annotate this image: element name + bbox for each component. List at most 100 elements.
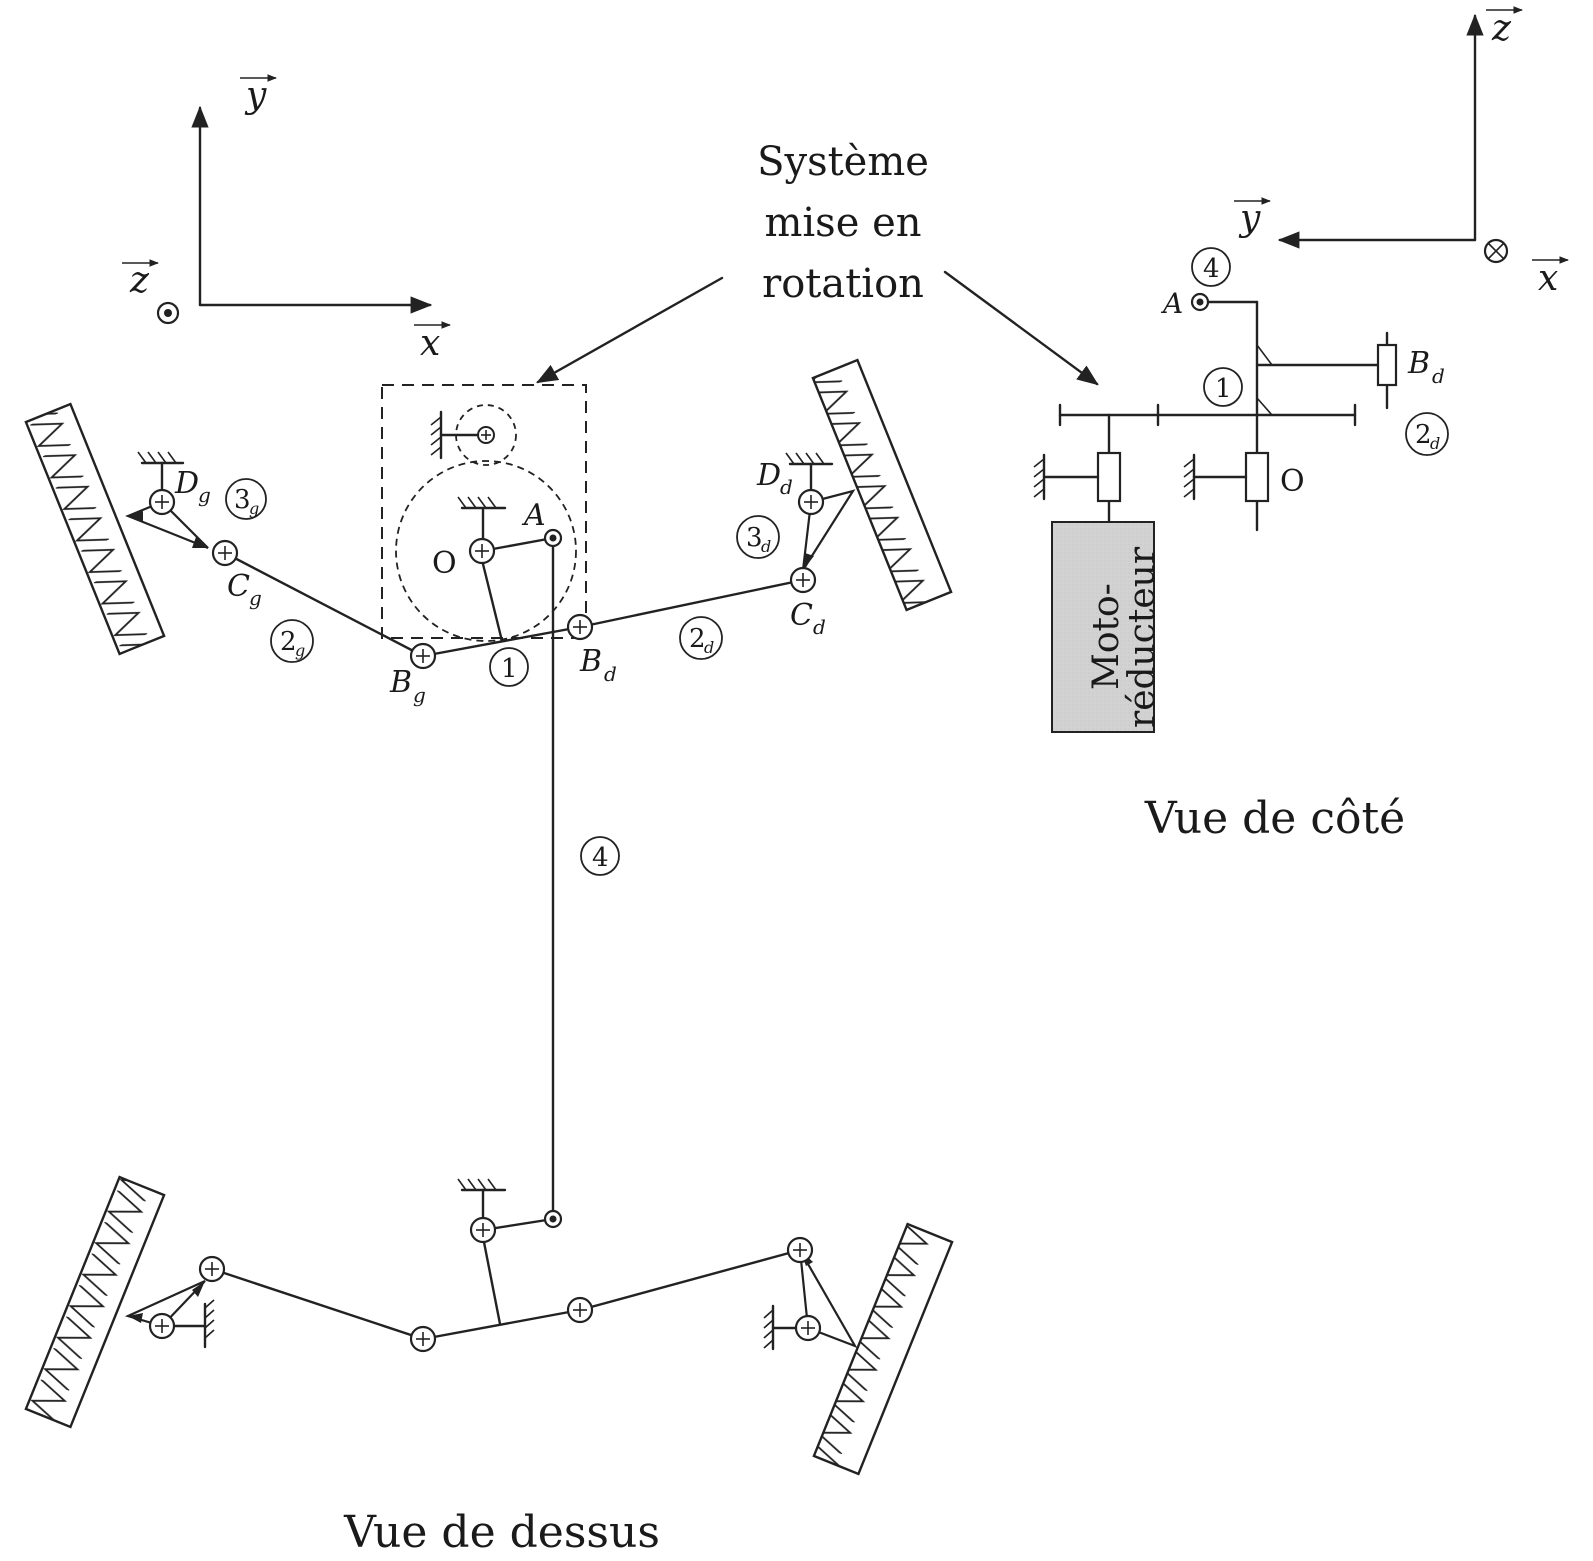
- svg-text:B: B: [579, 644, 602, 679]
- pointer-arrow-left: [536, 276, 724, 384]
- svg-text:g: g: [198, 483, 211, 507]
- svg-text:d: d: [813, 615, 826, 639]
- svg-text:O: O: [432, 546, 457, 581]
- svg-text:d: d: [1430, 434, 1440, 453]
- part-4-side-marker: 4: [1191, 247, 1231, 287]
- axes-top-view: y z x: [122, 74, 451, 364]
- svg-text:y: y: [1238, 198, 1261, 239]
- svg-text:B: B: [1407, 346, 1430, 381]
- lower-left-knuckle: [124, 1279, 215, 1349]
- label-Dg: Dg: [174, 466, 211, 507]
- view-side-caption: Vue de côté: [1144, 793, 1405, 844]
- svg-text:2: 2: [280, 627, 297, 657]
- wheel-rear-right: [812, 1222, 954, 1476]
- svg-text:D: D: [174, 466, 199, 501]
- svg-text:g: g: [295, 641, 305, 660]
- side-mechanism: [1033, 292, 1398, 733]
- svg-text:C: C: [790, 598, 813, 633]
- axes-side-view: z y x: [1234, 6, 1569, 299]
- part-2d-marker: 2d: [679, 616, 723, 660]
- svg-text:g: g: [249, 499, 259, 518]
- svg-text:z: z: [129, 260, 150, 301]
- axis-label-y-side: y: [1234, 197, 1271, 239]
- gear-motor: [1051, 521, 1155, 733]
- axis-label-x-side: x: [1532, 256, 1569, 299]
- pivot-Cg: [211, 539, 239, 567]
- svg-text:1: 1: [501, 654, 518, 684]
- axis-label-z-side: z: [1486, 6, 1523, 49]
- axis-label-y-top: y: [240, 74, 277, 116]
- steered-configuration: [24, 1175, 954, 1476]
- svg-text:4: 4: [592, 843, 609, 873]
- pointer-arrow-right: [943, 270, 1099, 386]
- svg-text:d: d: [761, 537, 771, 556]
- svg-text:B: B: [389, 665, 412, 700]
- pivot-Bd: [566, 613, 594, 641]
- view-top-caption: Vue de dessus: [343, 1507, 660, 1558]
- svg-text:4: 4: [1203, 254, 1220, 284]
- motor-label-2: réducteur: [1122, 546, 1163, 728]
- svg-text:g: g: [413, 683, 426, 707]
- pivot-Cd: [789, 566, 817, 594]
- part-2g-marker: 2g: [270, 619, 314, 663]
- part-4-marker: 4: [580, 836, 620, 876]
- svg-text:D: D: [756, 458, 781, 493]
- svg-text:3: 3: [746, 523, 763, 553]
- svg-text:d: d: [604, 662, 617, 686]
- svg-text:y: y: [244, 75, 267, 116]
- svg-text:x: x: [420, 323, 440, 364]
- large-gear: [395, 460, 577, 642]
- motor-label: Moto-: [1086, 583, 1127, 690]
- svg-text:O: O: [1280, 464, 1305, 499]
- ground-lower-O: [457, 1178, 507, 1222]
- part-2d-side-marker: 2d: [1405, 412, 1449, 456]
- svg-text:d: d: [704, 638, 714, 657]
- svg-text:C: C: [227, 569, 250, 604]
- ground-small-gear: [430, 410, 480, 460]
- ground-O: [457, 496, 507, 542]
- svg-text:2: 2: [689, 624, 706, 654]
- svg-text:rotation: rotation: [762, 261, 924, 307]
- rod-part-2g: [223, 551, 425, 658]
- rotation-system-box: [381, 384, 587, 642]
- pivot-Bg: [409, 642, 437, 670]
- part-3d-marker: 3d: [736, 515, 780, 559]
- pivot-Dg: [148, 488, 176, 516]
- axis-label-x-top: x: [414, 321, 451, 364]
- wheel-front-right: [811, 358, 953, 612]
- svg-text:1: 1: [1215, 374, 1232, 404]
- part-3g-marker: 3g: [225, 478, 267, 520]
- svg-text:Système: Système: [757, 139, 929, 185]
- wheel-rear-left: [24, 1175, 166, 1429]
- pivot-Dd: [797, 488, 825, 516]
- axis-label-z-top: z: [122, 259, 159, 301]
- rod-part-2d: [578, 578, 805, 629]
- svg-text:2: 2: [1415, 420, 1432, 450]
- part-1-marker: 1: [489, 647, 529, 687]
- left-knuckle-3g: [125, 451, 209, 550]
- rotation-system-title: Système mise en rotation: [536, 139, 1099, 386]
- svg-text:A: A: [521, 498, 546, 533]
- part-markers-top: 3g 2g 1 2d 3d 4: [225, 478, 780, 876]
- svg-text:z: z: [1491, 8, 1512, 49]
- svg-text:d: d: [1432, 364, 1445, 388]
- wheel-front-left: [24, 402, 166, 656]
- svg-text:3: 3: [234, 485, 251, 515]
- svg-text:mise en: mise en: [764, 200, 921, 246]
- svg-text:g: g: [249, 586, 262, 610]
- svg-text:d: d: [780, 475, 793, 499]
- pivot-O: [468, 537, 496, 565]
- ball-joint-A: [543, 528, 563, 548]
- pivots-top: [148, 488, 825, 670]
- svg-text:A: A: [1160, 287, 1183, 320]
- lower-pivots: [148, 1209, 822, 1353]
- part-1-side-marker: 1: [1203, 367, 1243, 407]
